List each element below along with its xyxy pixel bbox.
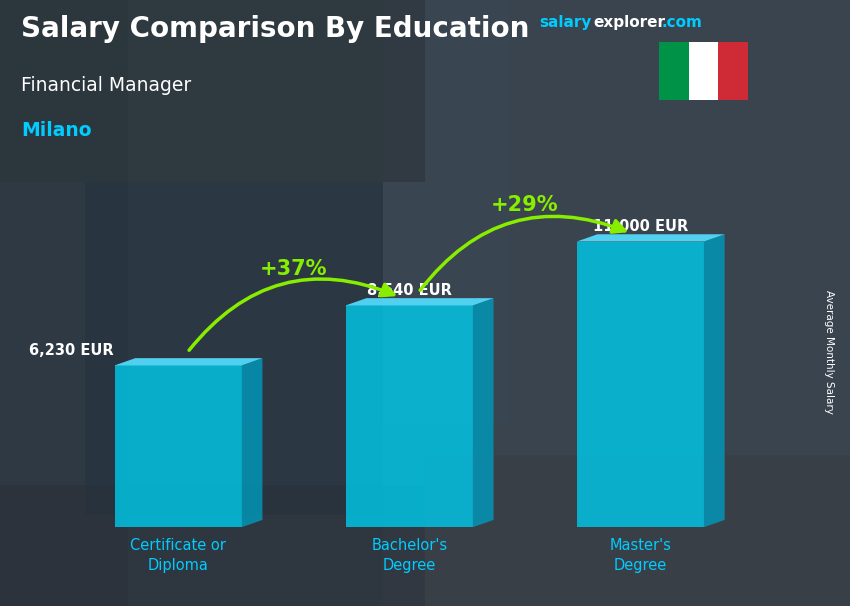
Text: 11,000 EUR: 11,000 EUR	[592, 219, 688, 234]
Bar	[688, 42, 718, 100]
Text: .com: .com	[661, 15, 702, 30]
Polygon shape	[346, 298, 494, 305]
Text: explorer: explorer	[593, 15, 666, 30]
Text: Milano: Milano	[21, 121, 92, 140]
Polygon shape	[115, 358, 263, 365]
Text: 8,540 EUR: 8,540 EUR	[366, 282, 451, 298]
Polygon shape	[704, 235, 725, 527]
Text: 6,230 EUR: 6,230 EUR	[29, 342, 113, 358]
Bar	[115, 365, 241, 527]
Bar	[659, 42, 688, 100]
Text: Average Monthly Salary: Average Monthly Salary	[824, 290, 834, 413]
Polygon shape	[241, 358, 263, 527]
Bar	[0, 0, 128, 606]
Bar	[128, 0, 510, 424]
Bar	[346, 305, 473, 527]
Bar	[0, 485, 425, 606]
Text: salary: salary	[540, 15, 592, 30]
Bar	[85, 182, 382, 515]
Polygon shape	[577, 235, 725, 242]
Text: +29%: +29%	[491, 195, 558, 215]
Bar	[577, 242, 704, 527]
Text: Salary Comparison By Education: Salary Comparison By Education	[21, 15, 530, 43]
Polygon shape	[473, 298, 494, 527]
Bar	[0, 0, 425, 182]
Bar	[718, 42, 748, 100]
Text: Financial Manager: Financial Manager	[21, 76, 191, 95]
Text: +37%: +37%	[260, 259, 327, 279]
Bar	[425, 454, 850, 606]
